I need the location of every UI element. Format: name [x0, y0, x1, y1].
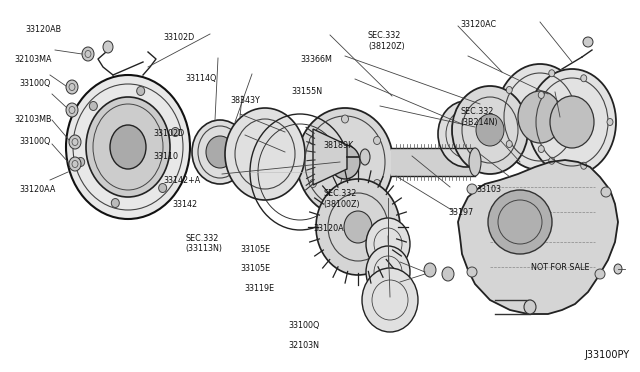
Ellipse shape — [548, 157, 555, 164]
Ellipse shape — [342, 115, 349, 123]
Text: 33120AA: 33120AA — [19, 185, 56, 194]
Ellipse shape — [69, 157, 81, 171]
Text: 33120A: 33120A — [314, 224, 344, 233]
Text: 33102D: 33102D — [154, 129, 185, 138]
Ellipse shape — [82, 47, 94, 61]
Text: 33142: 33142 — [173, 200, 198, 209]
Ellipse shape — [469, 148, 481, 176]
Text: 33100Q: 33100Q — [288, 321, 319, 330]
Text: 32103N: 32103N — [288, 341, 319, 350]
Ellipse shape — [111, 199, 119, 208]
Ellipse shape — [192, 120, 248, 184]
Ellipse shape — [366, 218, 410, 270]
Text: 33100Q: 33100Q — [19, 137, 51, 146]
Ellipse shape — [310, 137, 316, 144]
Ellipse shape — [496, 64, 584, 170]
Ellipse shape — [452, 86, 528, 174]
Ellipse shape — [538, 92, 544, 99]
Ellipse shape — [310, 180, 316, 187]
Ellipse shape — [86, 97, 170, 197]
Text: 33120AB: 33120AB — [26, 25, 61, 34]
Ellipse shape — [137, 86, 145, 96]
Ellipse shape — [601, 187, 611, 197]
Ellipse shape — [442, 267, 454, 281]
Ellipse shape — [110, 125, 146, 169]
Ellipse shape — [580, 162, 587, 169]
Text: 33142+A: 33142+A — [163, 176, 200, 185]
Ellipse shape — [518, 91, 562, 143]
Ellipse shape — [344, 211, 372, 243]
Ellipse shape — [580, 75, 587, 82]
Ellipse shape — [297, 108, 393, 216]
Ellipse shape — [455, 121, 477, 147]
Ellipse shape — [330, 145, 360, 179]
Ellipse shape — [374, 180, 381, 187]
Ellipse shape — [438, 101, 494, 167]
Text: 33119E: 33119E — [244, 284, 275, 293]
Ellipse shape — [528, 69, 616, 175]
Text: 33114Q: 33114Q — [186, 74, 217, 83]
Ellipse shape — [362, 268, 418, 332]
Ellipse shape — [77, 157, 84, 167]
Ellipse shape — [342, 201, 349, 209]
Text: J33100PY: J33100PY — [585, 350, 630, 360]
Text: 33102D: 33102D — [163, 33, 195, 42]
Ellipse shape — [467, 267, 477, 277]
Text: 32103MB: 32103MB — [14, 115, 52, 124]
Text: 38343Y: 38343Y — [230, 96, 260, 105]
Text: 33366M: 33366M — [301, 55, 333, 64]
Ellipse shape — [524, 300, 536, 314]
Text: SEC.332
(38100Z): SEC.332 (38100Z) — [323, 189, 360, 209]
Text: 38189K: 38189K — [323, 141, 353, 150]
Ellipse shape — [159, 183, 166, 193]
Polygon shape — [313, 129, 347, 185]
Ellipse shape — [366, 246, 410, 298]
Text: 33197: 33197 — [448, 208, 473, 217]
Text: 33120AC: 33120AC — [461, 20, 497, 29]
Ellipse shape — [360, 149, 370, 165]
Ellipse shape — [607, 119, 613, 125]
Ellipse shape — [575, 113, 581, 121]
Ellipse shape — [538, 145, 544, 153]
Ellipse shape — [103, 41, 113, 53]
Ellipse shape — [583, 37, 593, 47]
Ellipse shape — [66, 75, 190, 219]
Ellipse shape — [66, 103, 78, 117]
Text: SEC.332
(3B214N): SEC.332 (3B214N) — [461, 108, 499, 127]
Text: NOT FOR SALE: NOT FOR SALE — [531, 263, 589, 272]
Text: 32103MA: 32103MA — [14, 55, 52, 64]
Ellipse shape — [595, 269, 605, 279]
Ellipse shape — [225, 108, 305, 200]
Ellipse shape — [506, 86, 512, 93]
Text: 33105E: 33105E — [240, 264, 270, 273]
Ellipse shape — [206, 136, 234, 168]
Ellipse shape — [316, 179, 400, 275]
Bar — [391, 148, 475, 176]
Ellipse shape — [550, 96, 594, 148]
Ellipse shape — [488, 190, 552, 254]
Ellipse shape — [374, 137, 381, 144]
Text: 33100Q: 33100Q — [19, 79, 51, 88]
Text: 33155N: 33155N — [291, 87, 323, 96]
Ellipse shape — [90, 102, 97, 110]
Ellipse shape — [614, 264, 622, 274]
Polygon shape — [458, 160, 618, 314]
Ellipse shape — [69, 135, 81, 149]
Text: 33110: 33110 — [154, 152, 179, 161]
Text: 33105E: 33105E — [240, 245, 270, 254]
Ellipse shape — [548, 70, 555, 77]
Ellipse shape — [172, 128, 179, 137]
Ellipse shape — [66, 80, 78, 94]
Text: SEC.332
(38120Z): SEC.332 (38120Z) — [368, 31, 404, 51]
Ellipse shape — [506, 141, 512, 148]
Text: SEC.332
(33113N): SEC.332 (33113N) — [186, 234, 223, 253]
Text: 33103: 33103 — [477, 185, 502, 194]
Ellipse shape — [424, 263, 436, 277]
Ellipse shape — [467, 184, 477, 194]
Ellipse shape — [476, 114, 504, 146]
